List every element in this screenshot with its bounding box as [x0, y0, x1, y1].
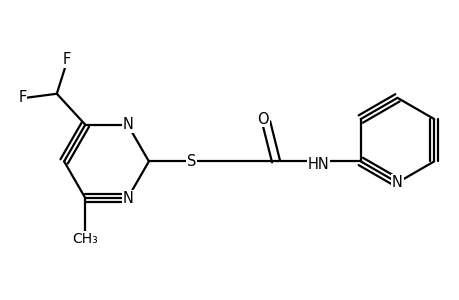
- Text: N: N: [122, 117, 133, 132]
- Text: S: S: [186, 154, 196, 169]
- Text: HN: HN: [307, 157, 329, 172]
- Text: N: N: [122, 190, 133, 206]
- Text: F: F: [62, 52, 71, 67]
- Text: CH₃: CH₃: [73, 232, 98, 246]
- Text: O: O: [257, 112, 268, 127]
- Text: F: F: [18, 90, 27, 105]
- Text: N: N: [391, 175, 402, 190]
